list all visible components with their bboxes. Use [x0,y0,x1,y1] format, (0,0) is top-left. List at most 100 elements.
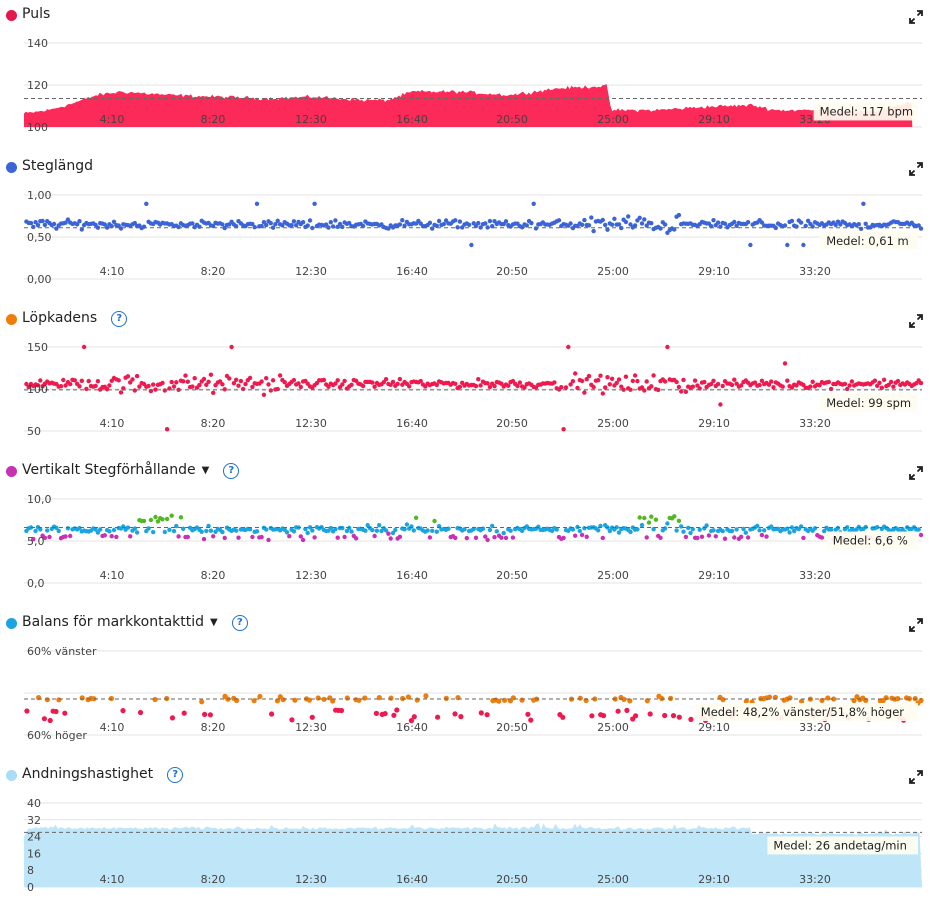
expand-icon[interactable] [909,466,923,480]
data-point [473,535,479,540]
data-point [462,527,467,532]
data-point [487,218,493,224]
data-point [275,386,280,392]
data-point [485,381,490,386]
average-label-box [694,703,918,721]
data-point [171,384,177,389]
caret-down-icon[interactable]: ▼ [210,617,218,628]
data-point [879,385,884,390]
data-point [872,378,878,383]
data-point [769,379,774,384]
data-point [298,384,303,390]
expand-icon[interactable] [909,10,923,24]
data-point [656,387,661,393]
data-point [639,385,645,390]
data-point [176,224,181,230]
caret-down-icon[interactable]: ▼ [201,465,210,476]
data-point [559,385,564,390]
data-point [510,695,516,701]
data-point [494,529,499,534]
data-point [289,223,294,228]
data-point [291,529,297,534]
expand-icon[interactable] [909,162,923,176]
data-point [718,402,723,407]
data-point [575,524,580,530]
data-point [58,384,64,389]
data-point [178,515,184,520]
data-point [528,717,534,723]
data-point [247,375,253,381]
x-tick-label: 25:00 [597,569,629,582]
y-tick-label: 32 [27,814,41,827]
data-point [328,220,333,225]
data-point [570,527,576,532]
y-tick-label: 10,0 [27,493,52,506]
help-icon[interactable]: ? [167,767,184,783]
data-point [759,220,765,225]
data-point [264,376,269,381]
data-point [743,698,749,704]
data-point [782,361,788,366]
data-point [525,711,531,717]
data-point [582,217,587,223]
help-icon[interactable]: ? [223,463,240,479]
data-point [155,519,161,524]
data-point [561,535,566,541]
data-point [273,222,278,227]
data-point [732,535,737,540]
data-point [699,534,705,539]
data-point [706,533,712,538]
data-point [432,518,437,524]
data-point [402,223,407,228]
panel-title: Vertikalt Stegförhållande ▼? [22,462,240,479]
data-point [568,382,573,387]
data-point [160,380,165,386]
data-point [408,718,414,724]
data-point [394,707,400,713]
data-point [603,222,608,228]
series-points-steglangd [24,201,924,248]
data-point [616,377,622,382]
data-point [310,528,315,533]
data-point [478,383,483,388]
data-point [95,379,101,384]
data-point [146,383,151,389]
data-point [207,712,213,718]
data-point [628,529,633,535]
data-point [243,381,248,387]
panel-title-text: Steglängd [22,158,93,174]
legend-dot [6,314,17,325]
data-point [577,695,583,701]
data-point [522,385,527,390]
data-point [47,717,53,724]
help-icon[interactable]: ? [231,615,248,631]
data-point [502,697,508,703]
data-point [335,535,340,540]
data-point [600,535,605,541]
data-point [642,515,647,521]
average-label-box [826,531,918,550]
data-point [637,515,642,520]
data-point [38,378,43,383]
data-point [570,379,576,384]
data-point [688,716,694,722]
data-point [104,387,110,392]
data-point [741,526,746,532]
data-point [596,528,601,533]
data-point [413,515,419,520]
expand-icon[interactable] [909,770,923,784]
expand-icon[interactable] [909,618,923,632]
x-tick-label: 33:20 [799,569,831,582]
data-point [759,378,765,383]
data-point [556,218,562,223]
help-icon[interactable]: ? [111,311,128,327]
expand-icon[interactable] [909,314,923,328]
data-point [842,381,848,387]
data-point [86,378,91,384]
data-point [863,221,868,226]
data-point [621,696,627,702]
panel-vertikalt: Vertikalt Stegförhållande ▼? 10,0 5,0 0,0 4:1… [0,456,935,608]
data-point [720,383,725,389]
data-point [722,536,728,541]
data-point [560,714,566,720]
